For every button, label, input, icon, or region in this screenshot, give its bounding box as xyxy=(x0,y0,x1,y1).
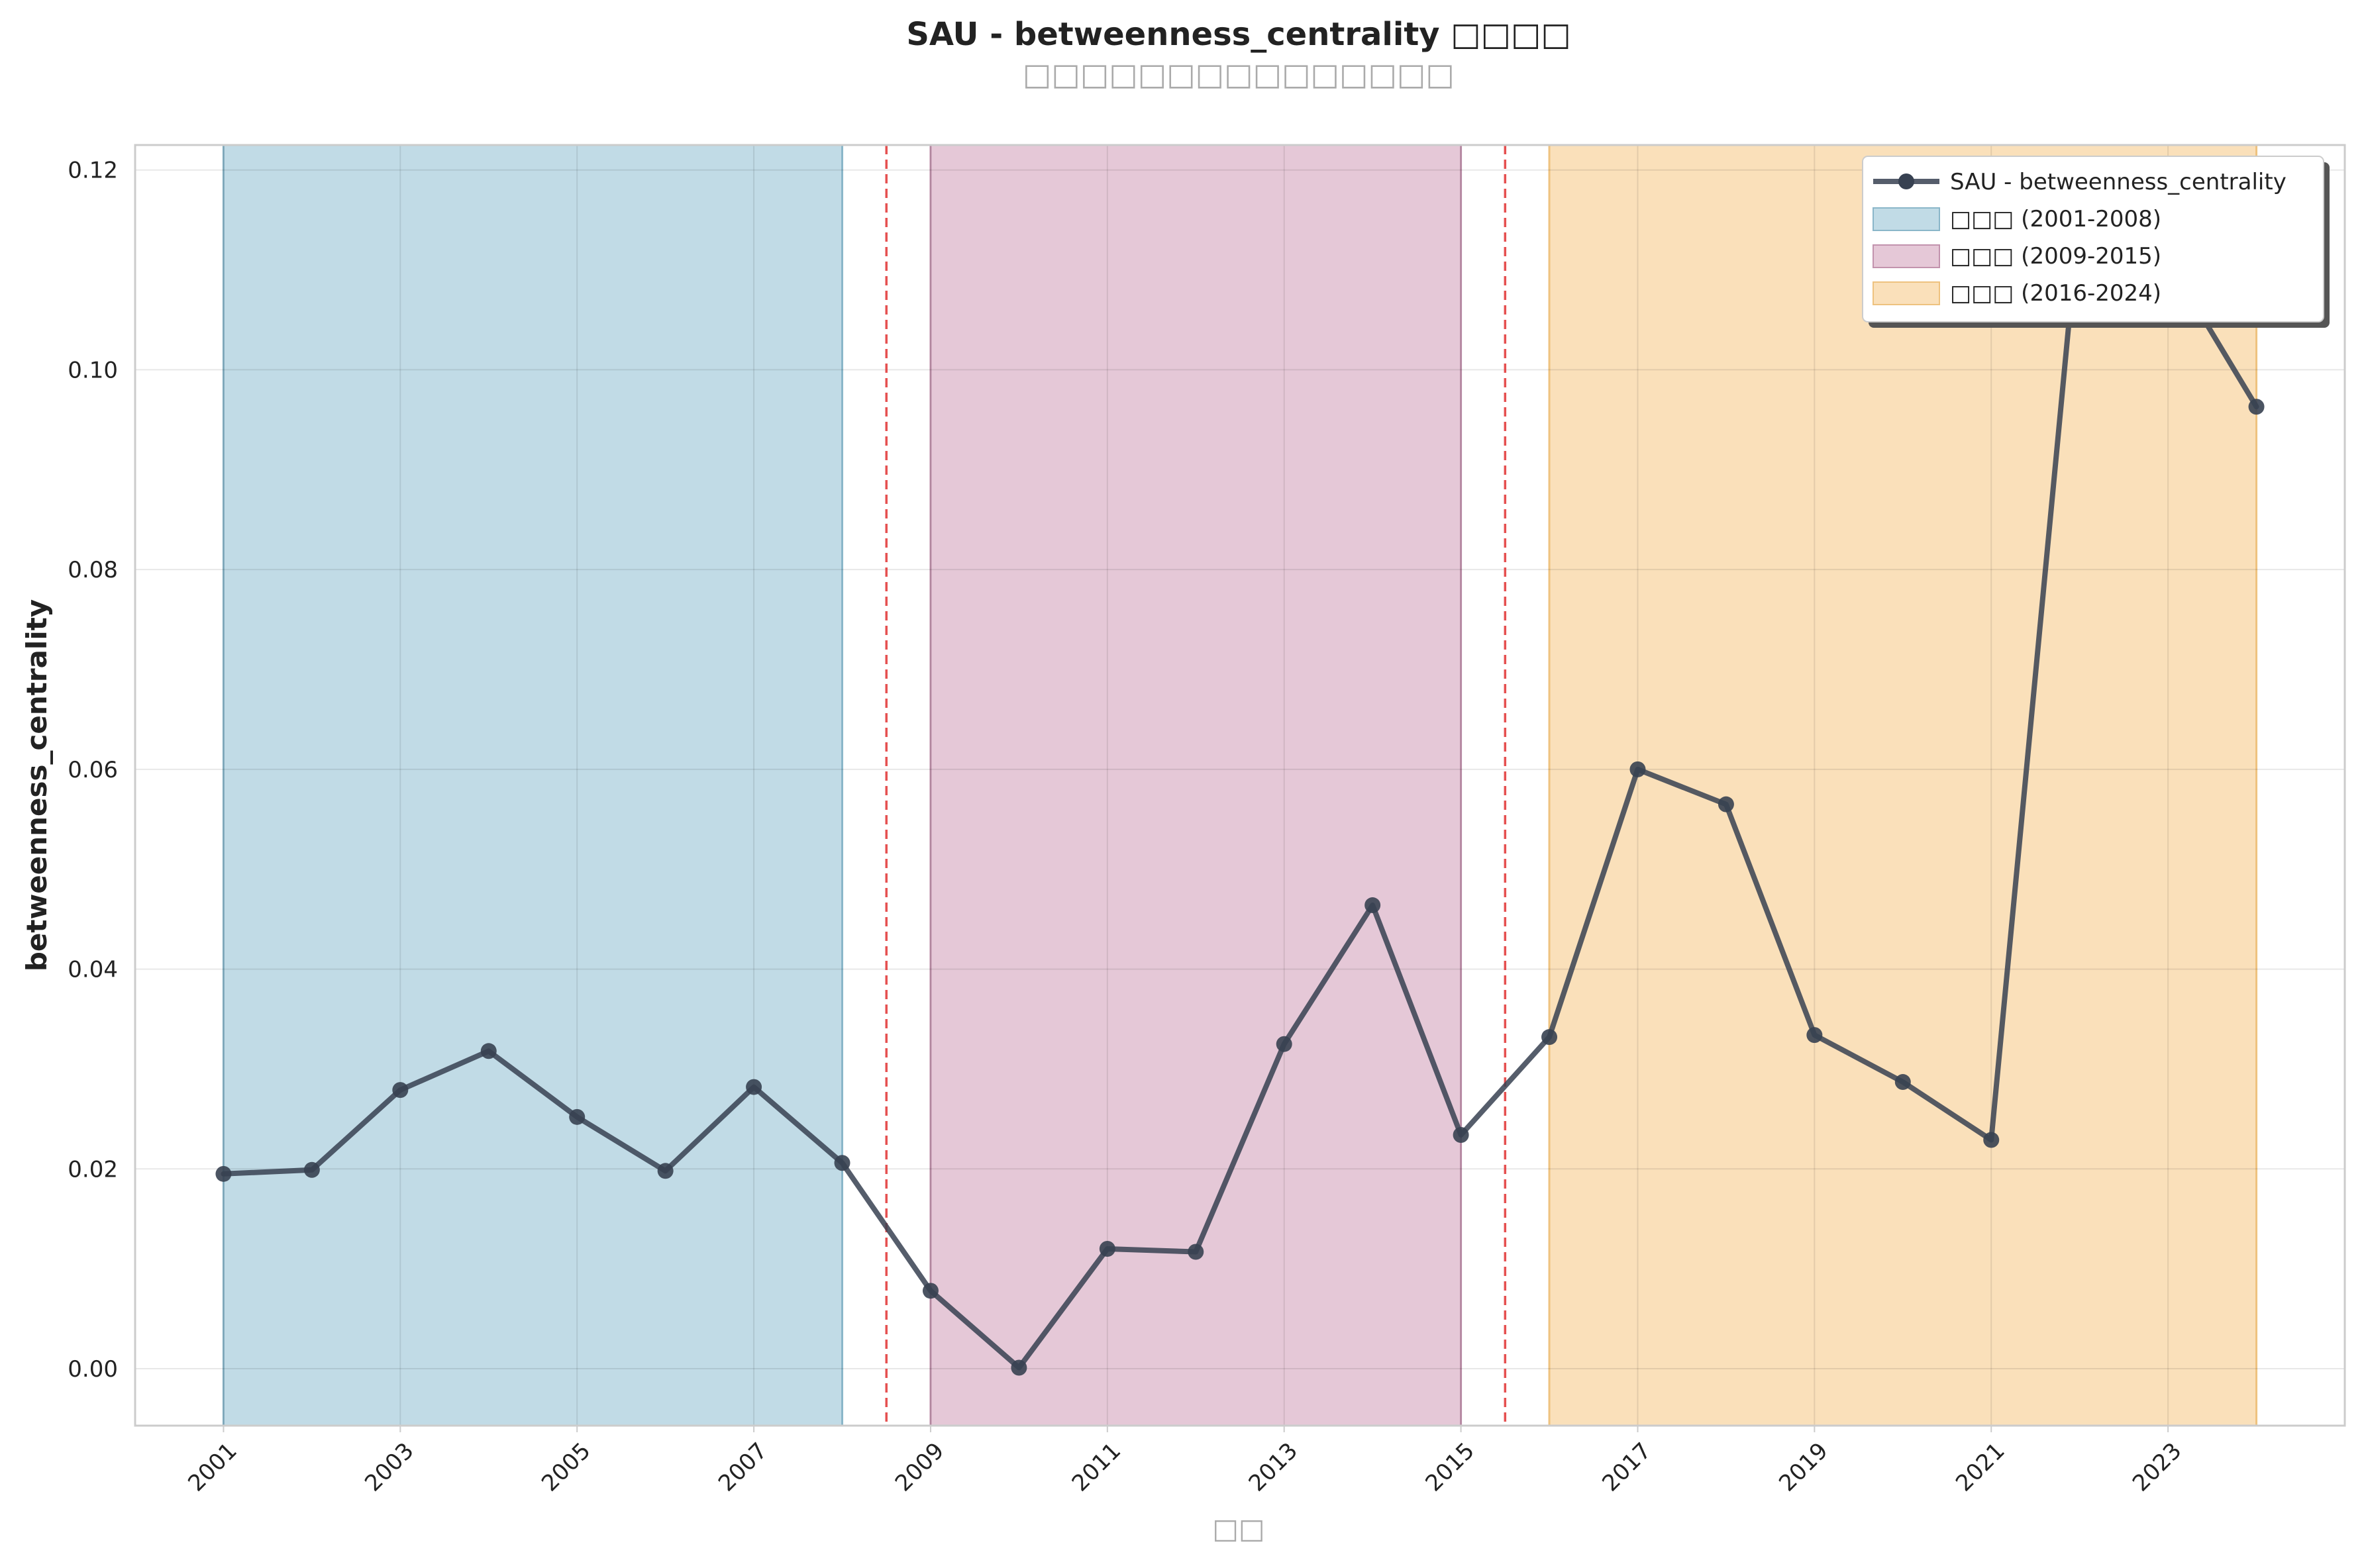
data-point xyxy=(215,1165,232,1182)
chart-subtitle: □□□□□□□□□□□□□□□ xyxy=(1023,56,1455,92)
data-point xyxy=(1541,1029,1558,1046)
x-tick-label: 2003 xyxy=(360,1438,419,1496)
data-point xyxy=(392,1082,409,1099)
x-tick-label: 2011 xyxy=(1067,1438,1126,1496)
series-line-1 xyxy=(221,207,2259,1371)
y-axis-label: betweenness_centrality xyxy=(21,599,53,971)
y-tick-label: 0.08 xyxy=(68,557,118,583)
data-point xyxy=(1894,1074,1911,1091)
y-tick-label: 0.12 xyxy=(68,158,118,184)
plot-frame xyxy=(134,144,2346,1427)
data-point xyxy=(1983,1132,2000,1148)
y-tick-label: 0.10 xyxy=(68,357,118,383)
legend: SAU - betweenness_centrality □□□ (2001-20… xyxy=(1862,156,2330,328)
x-axis-label: □□ xyxy=(1212,1512,1264,1545)
data-point xyxy=(834,1155,850,1171)
x-tick-label: 2019 xyxy=(1774,1438,1833,1496)
legend-label: □□□ (2009-2015) xyxy=(1950,243,2161,270)
x-tick-label: 2001 xyxy=(183,1438,242,1496)
data-point xyxy=(1188,1244,1204,1260)
data-point xyxy=(1276,1036,1292,1052)
data-point xyxy=(1011,1359,1027,1376)
x-tick-label: 2009 xyxy=(890,1438,949,1496)
legend-band-swatch xyxy=(1873,244,1940,268)
legend-label: □□□ (2016-2024) xyxy=(1950,280,2161,307)
data-point xyxy=(480,1043,497,1059)
x-tick-label: 2017 xyxy=(1597,1438,1656,1496)
x-tick-label: 2007 xyxy=(713,1438,772,1496)
period-band-3 xyxy=(1548,144,2258,1427)
data-point xyxy=(1099,1240,1115,1257)
y-tick-label: 0.06 xyxy=(68,757,118,783)
period-bands xyxy=(222,144,2258,1427)
series-layer xyxy=(215,202,2265,1376)
data-point xyxy=(922,1283,939,1299)
data-point xyxy=(657,1163,674,1179)
chart-title: SAU - betweenness_centrality □□□□ xyxy=(906,16,1570,53)
x-tick-label: 2005 xyxy=(537,1438,595,1496)
data-point xyxy=(569,1108,586,1125)
data-point xyxy=(1453,1127,1469,1144)
data-point xyxy=(1364,897,1381,914)
x-axis-ticks: 2001 2003 2005 2007 2009 2011 2013 2015 2017 2019… xyxy=(183,1426,2186,1497)
period-band-2 xyxy=(929,144,1463,1427)
x-tick-label: 2013 xyxy=(1244,1438,1303,1496)
data-point xyxy=(2248,399,2265,415)
legend-band-swatch xyxy=(1873,207,1940,231)
y-tick-label: 0.00 xyxy=(68,1356,118,1383)
x-tick-label: 2015 xyxy=(1420,1438,1479,1496)
period-band-1 xyxy=(222,144,844,1427)
y-tick-label: 0.02 xyxy=(68,1156,118,1183)
legend-label: □□□ (2001-2008) xyxy=(1950,206,2161,232)
data-point xyxy=(1629,761,1646,777)
y-axis-ticks: 0.00 0.02 0.04 0.06 0.08 0.10 0.12 xyxy=(68,158,118,1383)
legend-label: SAU - betweenness_centrality xyxy=(1950,169,2287,195)
x-tick-label: 2023 xyxy=(2128,1438,2186,1496)
data-point xyxy=(1718,796,1734,812)
grid-lines xyxy=(135,145,2345,1426)
legend-band-swatch xyxy=(1873,281,1940,305)
y-tick-label: 0.04 xyxy=(68,957,118,983)
data-point xyxy=(746,1079,762,1095)
data-point xyxy=(303,1161,320,1178)
legend-box xyxy=(1862,156,2324,322)
breakpoint-lines xyxy=(885,145,1507,1426)
legend-marker-swatch xyxy=(1898,173,1914,189)
data-point xyxy=(1806,1027,1823,1044)
x-tick-label: 2021 xyxy=(1951,1438,2010,1496)
